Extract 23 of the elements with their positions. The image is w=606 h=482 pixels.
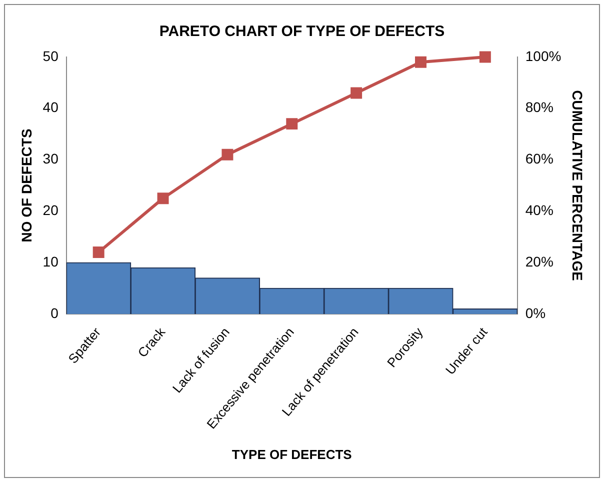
y-tick-label: 20: [42, 202, 59, 218]
point: [157, 192, 169, 204]
point: [479, 51, 491, 63]
point: [286, 118, 298, 130]
point: [222, 148, 234, 160]
y2-tick-label: 40%: [525, 202, 554, 218]
y2-tick-label: 20%: [525, 253, 554, 270]
y2-tick-label: 60%: [525, 150, 554, 167]
point: [92, 246, 104, 258]
y-tick-label: 50: [42, 48, 59, 64]
y-axis-title: NO OF DEFECTS: [18, 128, 34, 242]
y2-tick-label: 80%: [525, 99, 554, 116]
y-tick-label: 0: [50, 304, 59, 321]
y2-axis-title: CUMULATIVE PERCENTAGE: [570, 90, 586, 281]
y-tick-label: 40: [42, 99, 59, 116]
y2-tick-label: 0%: [525, 304, 546, 321]
point: [415, 56, 426, 68]
y-tick-label: 30: [42, 150, 59, 167]
chart-title: PARETO CHART OF TYPE OF DEFECTS: [159, 23, 445, 40]
y2-tick-label: 100%: [525, 48, 562, 64]
y-tick-label: 10: [42, 253, 59, 270]
x-axis-title: TYPE OF DEFECTS: [232, 446, 352, 462]
point: [350, 87, 362, 99]
